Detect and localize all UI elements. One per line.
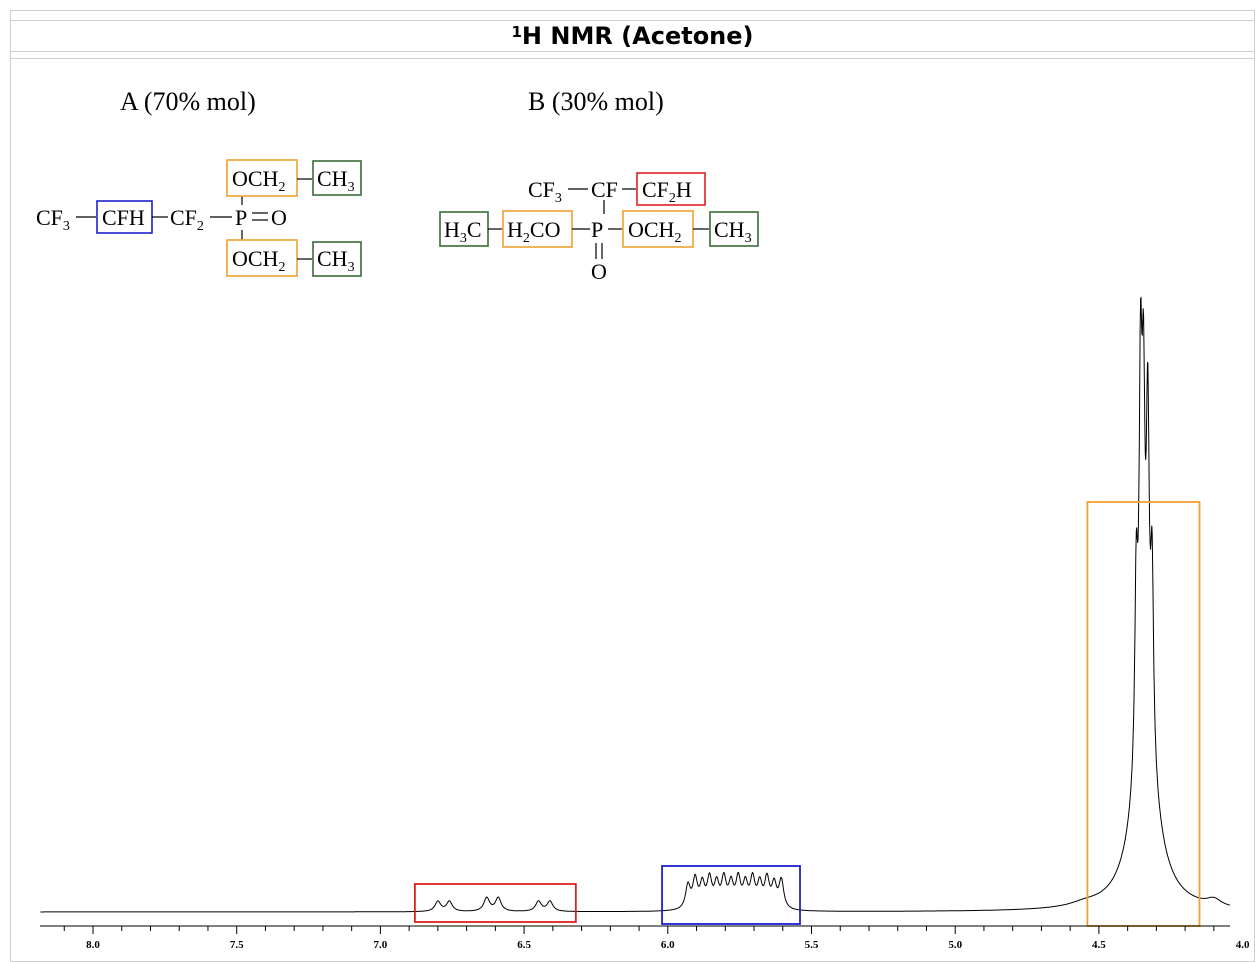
x-tick-label: 5.0 [948, 939, 962, 951]
chart-title: 1H NMR (Acetone) [11, 21, 1254, 51]
peak-cf2h [543, 898, 546, 901]
peak-cf2h [491, 892, 494, 895]
b-cf2h-box [636, 172, 706, 206]
title-bar: 1H NMR (Acetone) [10, 20, 1255, 52]
x-tick-label: 6.5 [517, 939, 531, 951]
b-h2co: H2CO [507, 217, 560, 246]
x-tick-label: 7.0 [374, 939, 388, 951]
x-tick-label: 6.0 [661, 939, 675, 951]
a-ch3-top-box [312, 160, 362, 196]
a-o: O [271, 205, 287, 230]
b-cf3: CF3 [528, 177, 562, 206]
x-tick-label: 8.0 [86, 939, 100, 951]
a-p: P [235, 205, 247, 230]
highlight-box-cfh [661, 865, 801, 925]
a-och2-bottom-box [226, 239, 298, 277]
b-cf2h: CF2H [642, 177, 692, 206]
b-oxo: O [591, 259, 607, 284]
b-cf: CF [591, 177, 618, 202]
x-tick-label: 5.5 [805, 939, 819, 951]
structure-b: B (30% mol) CF3 CF CF2H H3C H2CO P OCH2 … [439, 87, 759, 284]
peak-cf2h [442, 898, 445, 901]
a-cf3: CF3 [36, 205, 70, 234]
b-p: P [591, 217, 603, 242]
x-tick-label: 7.5 [230, 939, 244, 951]
a-och2-top: OCH2 [232, 166, 285, 195]
x-tick-label: 4.5 [1092, 939, 1106, 951]
b-ch3-box [709, 211, 759, 247]
plot-frame [10, 58, 1255, 962]
x-axis: 8.07.57.06.56.05.55.04.54.03.53.02.52.01… [40, 925, 1250, 951]
a-cfh: CFH [102, 205, 145, 230]
structure-a-heading: A (70% mol) [120, 87, 256, 116]
spectrum-trace [40, 296, 1230, 913]
b-ch3: CH3 [714, 217, 752, 246]
x-tick-label: 4.0 [1236, 939, 1250, 951]
highlight-box-cf2h [413, 883, 577, 923]
a-ch3-bottom: CH3 [317, 246, 355, 275]
b-h3c: H3C [444, 217, 482, 246]
title-superscript: 1 [511, 23, 522, 41]
spectrum [40, 296, 1230, 913]
structure-b-heading: B (30% mol) [528, 87, 664, 116]
structure-a: A (70% mol) CF3 CFH CF2 P O OCH2 CH3 OCH… [36, 87, 362, 277]
a-och2-top-box [226, 159, 298, 197]
a-ch3-top: CH3 [317, 166, 355, 195]
a-och2-bottom: OCH2 [232, 246, 285, 275]
a-ch3-bottom-box [312, 241, 362, 277]
b-och2: OCH2 [628, 217, 681, 246]
highlight-box-och2 [1086, 501, 1201, 927]
title-text: H NMR (Acetone) [521, 22, 754, 50]
peak-och2 [1143, 515, 1146, 518]
a-cf2: CF2 [170, 205, 204, 234]
